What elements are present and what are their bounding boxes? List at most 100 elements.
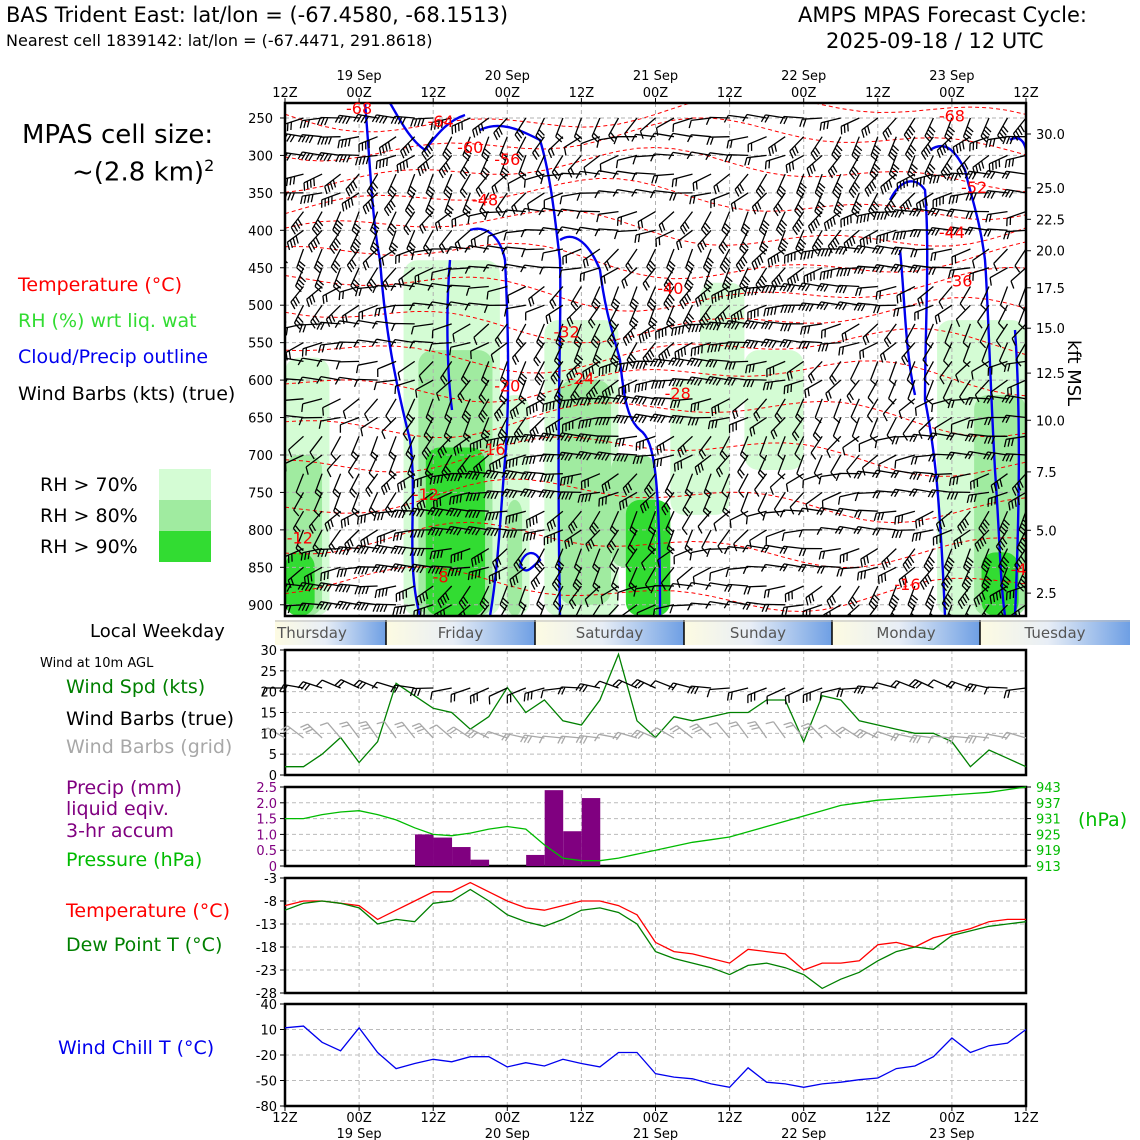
wind-barb xyxy=(373,510,397,521)
grid-wind-barb xyxy=(520,734,545,744)
wind-barb xyxy=(324,510,342,532)
wind-barb xyxy=(371,114,397,124)
wind-barb xyxy=(644,566,657,592)
pressure-line xyxy=(285,786,1027,862)
wind-barb xyxy=(599,154,619,173)
wind-barb xyxy=(547,136,564,159)
wind-barb xyxy=(479,604,490,616)
wind-barb xyxy=(904,323,916,349)
cell-size-exponent: 2 xyxy=(204,156,215,175)
wind-barb xyxy=(613,136,637,145)
wind-barb xyxy=(334,114,360,125)
wind-barb xyxy=(837,491,860,505)
wind-barb xyxy=(686,357,712,368)
wind-barb xyxy=(1005,585,1026,601)
wind-barb xyxy=(827,154,842,179)
wind-barb xyxy=(480,155,490,180)
wind-barb xyxy=(427,507,452,517)
wind-barb xyxy=(566,304,582,327)
wind-barb xyxy=(410,117,434,127)
wind-barb xyxy=(374,585,397,599)
wind-barb xyxy=(909,471,934,481)
wind-barb xyxy=(353,319,378,328)
wind-barb xyxy=(850,361,860,386)
wind-barb xyxy=(550,361,564,385)
wind-barb xyxy=(324,173,341,195)
wind-barb xyxy=(435,379,453,401)
wind-barb xyxy=(835,246,860,255)
wind-barb xyxy=(766,360,786,378)
wind-barb xyxy=(810,435,823,460)
wind-barb xyxy=(499,585,510,611)
grid-wind-barb xyxy=(446,726,471,739)
wind-barb xyxy=(360,416,378,437)
wind-barb xyxy=(799,117,823,128)
rh-region xyxy=(670,380,730,515)
wind-barb xyxy=(856,210,878,224)
wind-barb xyxy=(610,286,621,311)
wind-barb xyxy=(459,173,471,199)
nearest-cell-line: Nearest cell 1839142: lat/lon = (-67.447… xyxy=(6,31,433,50)
bottom-time-tick-label: 12Z xyxy=(865,1111,891,1126)
wind-barb xyxy=(429,473,452,485)
wind-barb xyxy=(460,361,471,386)
grid-wind-barb xyxy=(300,723,323,739)
wind-barb xyxy=(666,248,676,274)
grid-wind-barb xyxy=(708,722,731,739)
wind-barb xyxy=(541,248,564,261)
cloud-outline xyxy=(518,551,542,572)
precip-panel-tick-label: 2.5 xyxy=(256,781,277,796)
weekday-label: Local Weekday xyxy=(90,621,225,642)
wind-barb xyxy=(303,566,323,585)
wind-barb xyxy=(940,155,953,180)
wind-barb xyxy=(633,585,656,597)
wind-barb xyxy=(618,491,638,511)
wind-barb xyxy=(655,323,675,340)
wind-barb xyxy=(988,154,1008,172)
wind-barb xyxy=(831,136,843,161)
wind-barb xyxy=(971,360,990,380)
wind-barb xyxy=(883,323,897,348)
wind-barb xyxy=(430,267,452,281)
temp-panel-tick-label: -18 xyxy=(256,941,277,956)
wind-barb xyxy=(499,361,509,386)
wind-barb xyxy=(505,510,526,525)
wind-barb xyxy=(418,360,434,384)
wind-barb xyxy=(846,379,860,404)
wind-barb xyxy=(606,529,620,554)
kft-tick-label: 2.5 xyxy=(1036,587,1057,602)
wind-barb xyxy=(430,117,452,131)
wind-barb xyxy=(757,492,768,517)
temperature-contour-label: -4 xyxy=(1011,560,1027,579)
wind-barb xyxy=(946,604,953,616)
wind-barb xyxy=(811,229,824,255)
wind-barb xyxy=(285,173,304,187)
wind-barb xyxy=(637,211,656,230)
temperature-contour-label: -68 xyxy=(939,107,965,126)
wind-barb xyxy=(985,136,1008,148)
wind-barb xyxy=(405,436,416,461)
wind-barb xyxy=(1003,229,1026,240)
wind-barb xyxy=(996,604,1008,616)
wind-barb xyxy=(350,267,360,293)
bottom-time-tick-label: 00Z xyxy=(346,1111,372,1126)
wind-barb xyxy=(340,510,360,529)
bottom-time-tick-label: 12Z xyxy=(569,1111,595,1126)
wind-barb xyxy=(785,154,805,174)
wind-barb xyxy=(596,136,619,148)
wind-barb xyxy=(491,173,508,195)
wind-barb xyxy=(838,341,860,356)
wind-barb xyxy=(616,210,638,226)
wind-barb xyxy=(416,491,434,513)
wind-barb xyxy=(337,136,360,149)
wind-barb xyxy=(687,323,712,333)
wind-barb xyxy=(925,585,937,611)
wind-barb xyxy=(431,323,452,339)
wind10m-title: Wind at 10m AGL xyxy=(40,656,154,671)
wind-barb xyxy=(366,267,379,292)
wind-barb xyxy=(689,192,712,205)
surface-wind-barb xyxy=(593,680,619,689)
wind-barb xyxy=(620,604,638,616)
temperature-contour-label: -24 xyxy=(568,369,594,388)
wind-barb xyxy=(557,451,582,462)
